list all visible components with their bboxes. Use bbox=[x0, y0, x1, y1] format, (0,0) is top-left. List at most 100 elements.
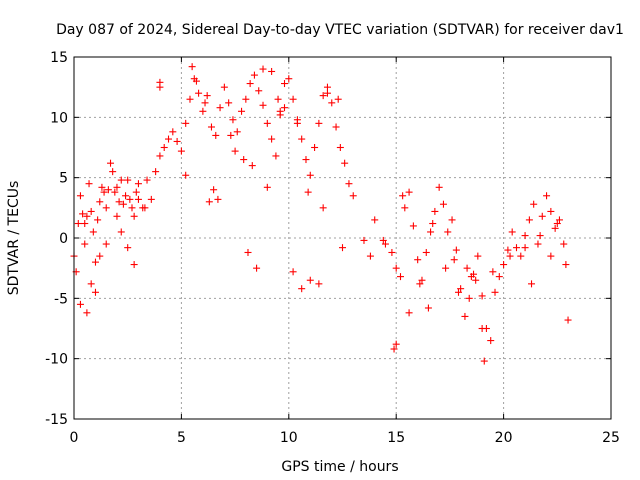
data-point bbox=[543, 192, 551, 200]
data-point bbox=[253, 264, 261, 272]
data-point bbox=[416, 280, 424, 288]
data-point bbox=[203, 92, 211, 100]
data-point bbox=[134, 195, 142, 203]
data-point bbox=[130, 212, 138, 220]
data-point bbox=[289, 95, 297, 103]
data-point bbox=[188, 63, 196, 71]
data-point bbox=[124, 176, 132, 184]
data-point bbox=[457, 285, 465, 293]
data-point bbox=[263, 183, 271, 191]
data-point bbox=[141, 204, 149, 212]
data-point bbox=[564, 316, 572, 324]
data-point bbox=[465, 294, 473, 302]
data-point bbox=[126, 195, 134, 203]
data-point bbox=[508, 228, 516, 236]
y-tick-label: -5 bbox=[54, 291, 68, 307]
data-point bbox=[528, 280, 536, 288]
x-tick-label: 5 bbox=[177, 430, 186, 446]
data-point bbox=[94, 216, 102, 224]
data-point bbox=[478, 325, 486, 332]
data-point bbox=[117, 176, 125, 184]
data-point bbox=[124, 244, 132, 252]
data-point bbox=[461, 312, 469, 320]
data-point bbox=[345, 180, 353, 188]
x-tick-label: 10 bbox=[280, 430, 298, 446]
data-point bbox=[311, 144, 319, 151]
data-point bbox=[390, 345, 398, 353]
data-point bbox=[409, 222, 417, 230]
data-point bbox=[268, 135, 276, 143]
data-point bbox=[276, 111, 284, 119]
data-point bbox=[182, 119, 190, 127]
data-point bbox=[186, 95, 194, 103]
data-point bbox=[250, 71, 258, 79]
data-point bbox=[463, 264, 471, 272]
data-point bbox=[143, 176, 151, 184]
data-point bbox=[248, 162, 256, 170]
y-tick-label: 10 bbox=[50, 110, 68, 126]
data-point bbox=[366, 252, 374, 260]
data-point bbox=[83, 212, 91, 220]
data-points bbox=[70, 63, 572, 365]
data-point bbox=[454, 288, 462, 296]
data-point bbox=[319, 204, 327, 212]
y-axis-label: SDTVAR / TECUs bbox=[6, 181, 22, 296]
data-point bbox=[439, 200, 447, 208]
data-point bbox=[113, 183, 121, 191]
data-point bbox=[334, 95, 342, 103]
data-point bbox=[87, 207, 95, 215]
data-point bbox=[107, 159, 115, 167]
x-tick-label: 15 bbox=[387, 430, 405, 446]
data-point bbox=[268, 67, 276, 75]
data-point bbox=[472, 276, 480, 284]
data-point bbox=[289, 268, 297, 276]
data-point bbox=[500, 261, 508, 269]
y-tick-label: 15 bbox=[50, 50, 68, 66]
data-point bbox=[263, 119, 271, 127]
y-tick-label: -15 bbox=[45, 412, 68, 428]
data-point bbox=[242, 95, 250, 103]
data-point bbox=[444, 228, 452, 236]
data-point bbox=[102, 240, 110, 248]
data-point bbox=[392, 340, 400, 348]
data-point bbox=[246, 80, 254, 88]
data-point bbox=[115, 198, 123, 206]
data-point bbox=[379, 236, 387, 244]
data-point bbox=[530, 200, 538, 208]
data-point bbox=[478, 292, 486, 300]
data-point bbox=[227, 131, 235, 139]
data-point bbox=[205, 198, 213, 206]
data-point bbox=[281, 80, 289, 88]
data-point bbox=[233, 128, 241, 136]
x-axis-label: GPS time / hours bbox=[281, 459, 398, 475]
data-point bbox=[339, 244, 346, 252]
data-point bbox=[285, 75, 293, 83]
data-point bbox=[130, 261, 138, 269]
y-tick-label: 5 bbox=[59, 171, 68, 187]
data-point bbox=[100, 188, 108, 196]
data-point bbox=[117, 228, 125, 236]
data-point bbox=[85, 180, 93, 188]
data-point bbox=[304, 188, 312, 196]
data-point bbox=[429, 220, 437, 228]
data-point bbox=[255, 87, 263, 95]
data-point bbox=[220, 83, 228, 91]
data-point bbox=[87, 280, 95, 288]
data-point bbox=[392, 264, 400, 272]
data-point bbox=[431, 207, 439, 215]
data-point bbox=[315, 280, 323, 288]
data-point bbox=[259, 101, 267, 109]
data-point bbox=[336, 144, 344, 151]
data-point bbox=[177, 147, 185, 155]
x-tick-label: 0 bbox=[70, 430, 79, 446]
data-point bbox=[555, 216, 563, 224]
data-point bbox=[229, 116, 237, 124]
data-point bbox=[128, 204, 136, 212]
data-point bbox=[272, 152, 280, 160]
chart-title: Day 087 of 2024, Sidereal Day-to-day VTE… bbox=[56, 22, 624, 38]
data-point bbox=[525, 216, 533, 224]
data-point bbox=[474, 252, 482, 260]
data-point bbox=[225, 99, 233, 107]
data-point bbox=[89, 228, 97, 236]
